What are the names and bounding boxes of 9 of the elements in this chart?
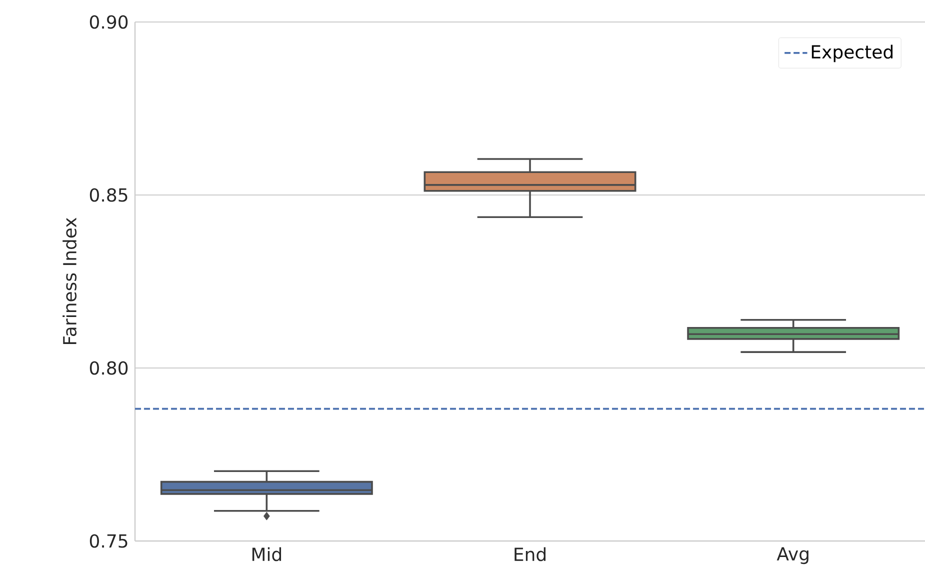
- y-tick-label: 0.85: [90, 188, 128, 202]
- y-tick-label: 0.80: [90, 361, 128, 375]
- y-axis-title: Fariness Index: [62, 218, 77, 344]
- legend-label: Expected: [812, 44, 892, 62]
- x-tick-label: End: [514, 547, 546, 562]
- x-tick-label: Avg: [776, 547, 808, 564]
- x-tick-label: Mid: [252, 547, 282, 562]
- y-tick-label: 0.90: [90, 15, 128, 29]
- y-tick-label: 0.75: [90, 534, 128, 548]
